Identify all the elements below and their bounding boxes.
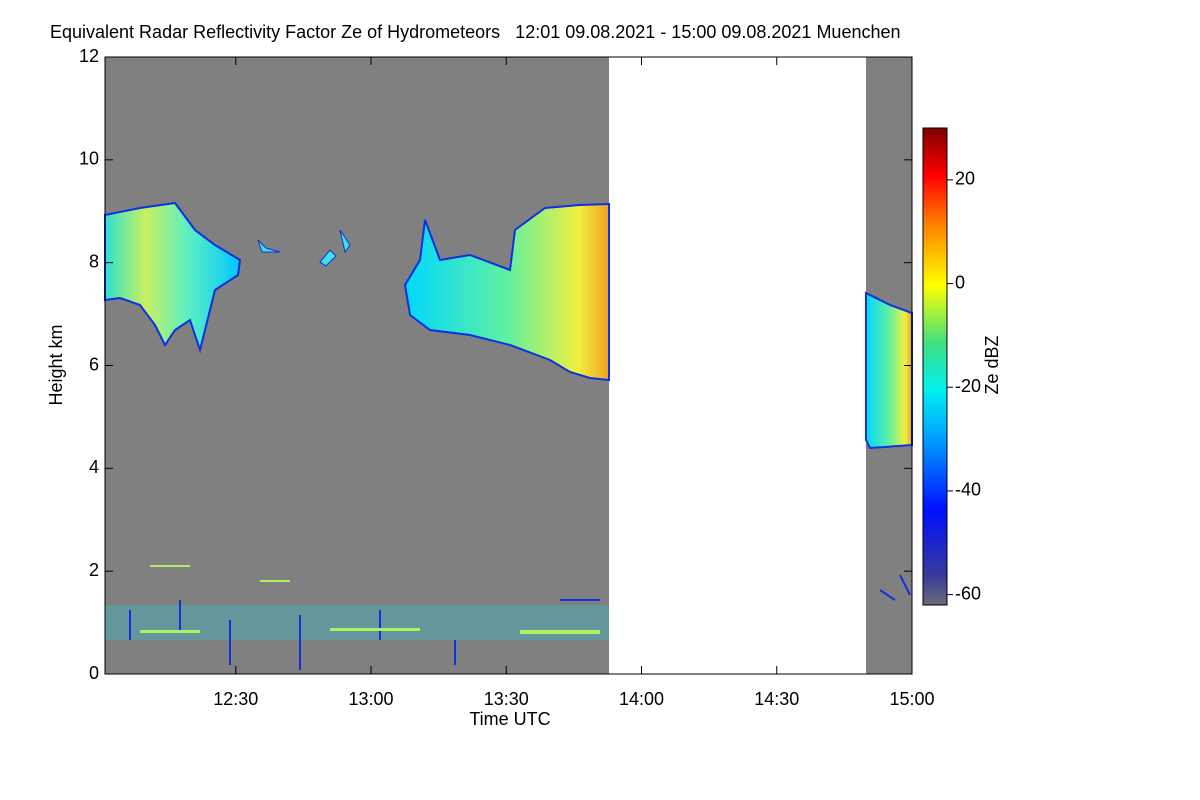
- clutter: [129, 574, 911, 670]
- y-tick-label: 0: [89, 663, 99, 683]
- colorbar-tick-label: -60: [955, 583, 981, 603]
- x-tick-label: 13:00: [348, 689, 393, 709]
- x-tick-label: 15:00: [889, 689, 934, 709]
- y-tick-label: 2: [89, 560, 99, 580]
- echo: [865, 291, 913, 450]
- x-tick-label: 14:00: [619, 689, 664, 709]
- y-tick-label: 10: [79, 149, 99, 169]
- colorbar-tick-label: 20: [955, 169, 975, 189]
- chart-title: Equivalent Radar Reflectivity Factor Ze …: [50, 22, 901, 42]
- colorbar-tick-label: -20: [955, 376, 981, 396]
- y-tick-label: 4: [89, 457, 99, 477]
- x-axis-label: Time UTC: [469, 709, 550, 729]
- y-tick-label: 6: [89, 354, 99, 374]
- y-tick-label: 8: [89, 251, 99, 271]
- colorbar: [922, 127, 948, 606]
- colorbar-tick-label: -40: [955, 480, 981, 500]
- echo: [104, 201, 242, 354]
- colorbar-label: Ze dBZ: [982, 335, 1002, 394]
- y-axis-label: Height km: [46, 324, 66, 405]
- colorbar-tick-label: 0: [955, 272, 965, 292]
- plot-area: [104, 56, 913, 675]
- x-tick-label: 12:30: [213, 689, 258, 709]
- echo: [257, 229, 351, 267]
- data-coverage: [105, 57, 609, 674]
- echo: [403, 202, 610, 382]
- clutter: [140, 565, 600, 634]
- y-tick-label: 12: [79, 46, 99, 66]
- x-tick-label: 14:30: [754, 689, 799, 709]
- clutter: [105, 605, 609, 640]
- x-tick-label: 13:30: [484, 689, 529, 709]
